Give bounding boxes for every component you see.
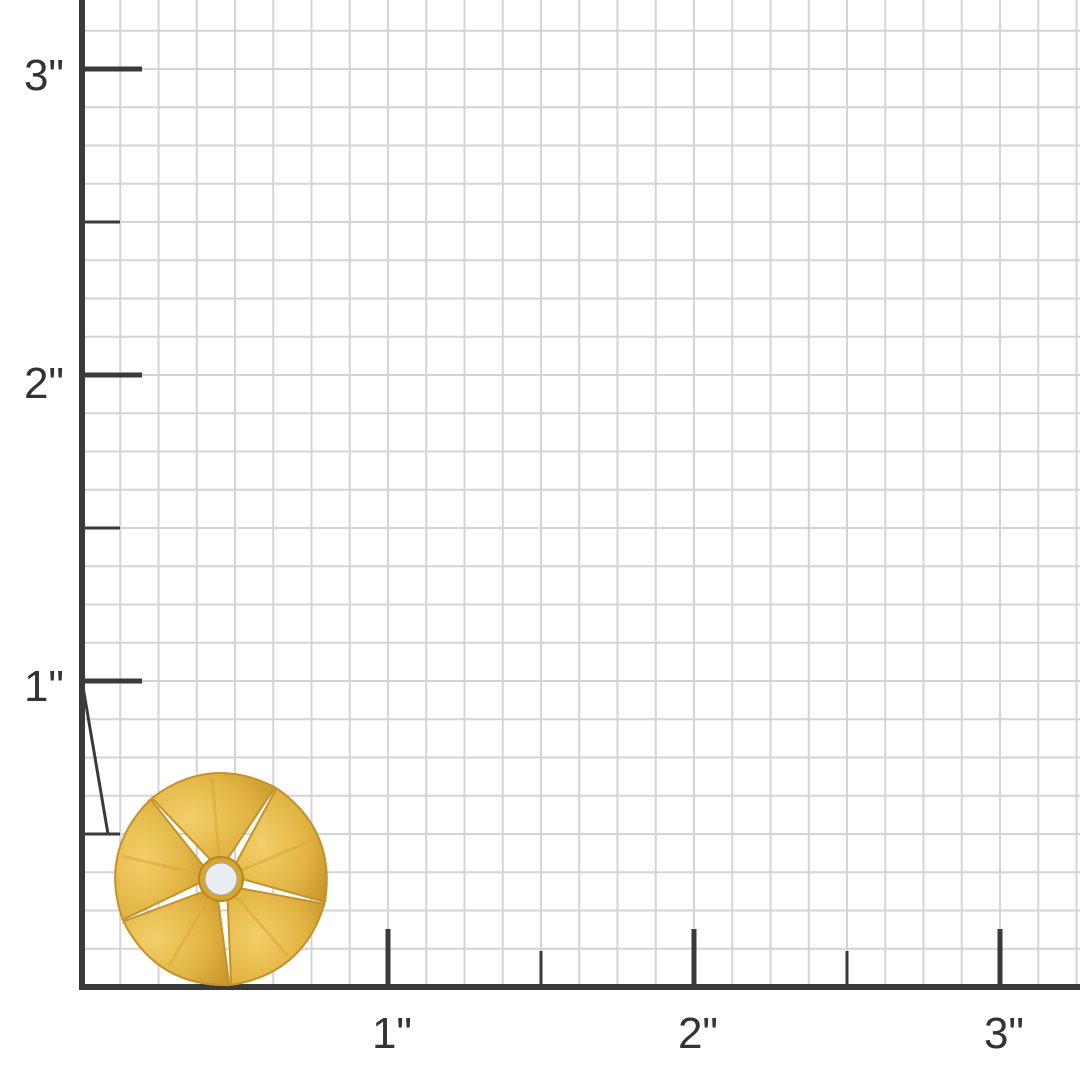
petal <box>150 772 277 864</box>
y-label-3: 3" <box>24 51 64 100</box>
y-label-2: 2" <box>24 359 64 408</box>
diamond-icon <box>204 862 238 896</box>
y-tick-quarter <box>80 680 110 835</box>
petal <box>226 886 326 986</box>
y-label-1: 1" <box>24 662 64 711</box>
x-label-1: 1" <box>372 1009 412 1058</box>
x-label-3: 3" <box>984 1009 1024 1058</box>
petal <box>122 889 231 987</box>
petal <box>114 798 207 921</box>
petal <box>233 787 328 904</box>
x-label-2: 2" <box>678 1009 718 1058</box>
